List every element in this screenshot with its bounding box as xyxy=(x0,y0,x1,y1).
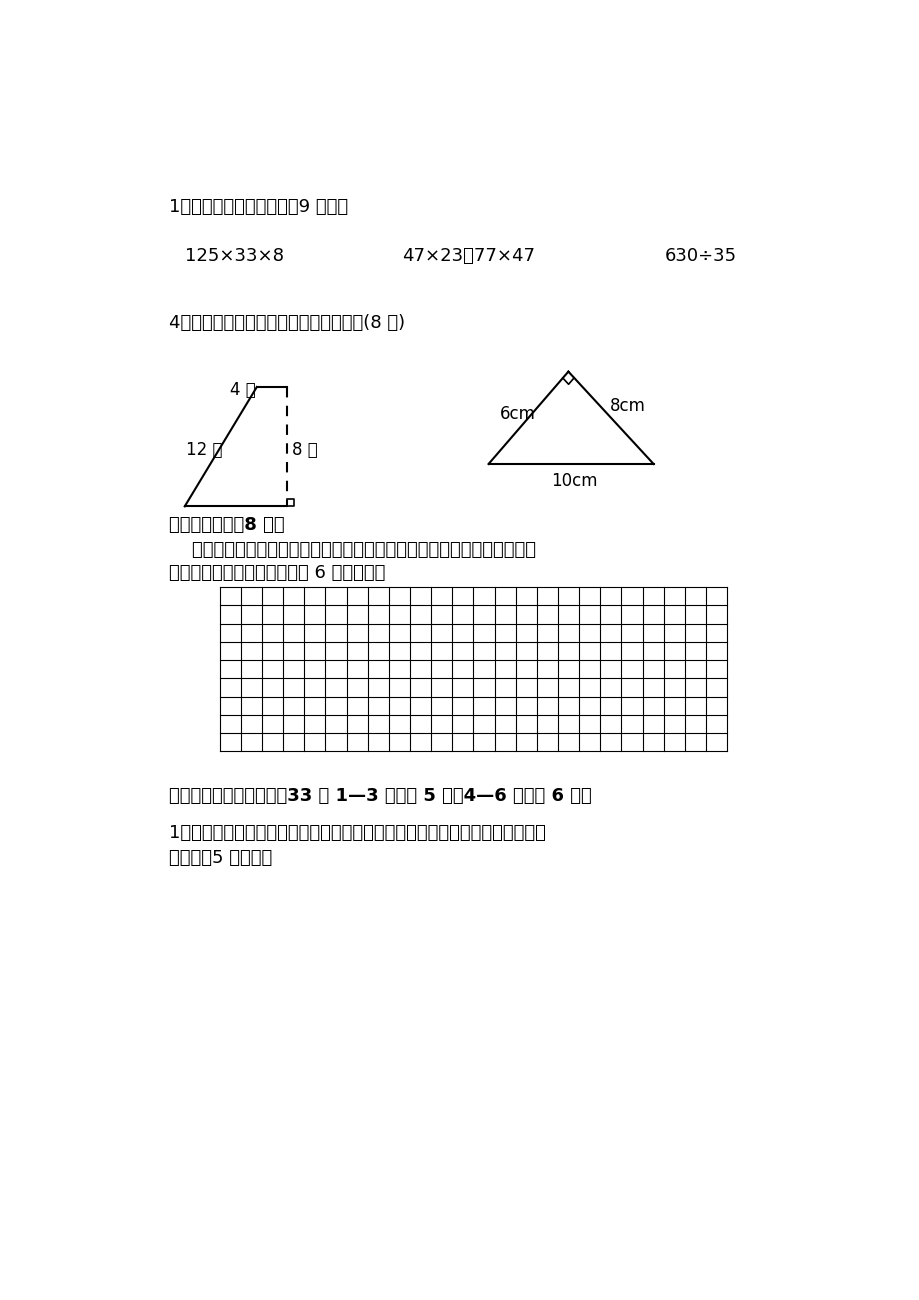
Text: 在下面格子图中，分别画一个长方形、一个平行四边形、一个三角形、一: 在下面格子图中，分别画一个长方形、一个平行四边形、一个三角形、一 xyxy=(169,541,536,559)
Text: 六、解决实际问题。（全33 分 1—3 题每题 5 分，4—6 题每题 6 分）: 六、解决实际问题。（全33 分 1—3 题每题 5 分，4—6 题每题 6 分） xyxy=(169,788,591,806)
Text: 10cm: 10cm xyxy=(550,472,597,490)
Text: 1、怎样算简便就怎样算（9 分）。: 1、怎样算简便就怎样算（9 分）。 xyxy=(169,199,348,216)
Text: 12 米: 12 米 xyxy=(186,441,221,459)
Text: 4．选择合适的数据计算出下图的面积。(8 分): 4．选择合适的数据计算出下图的面积。(8 分) xyxy=(169,313,405,332)
Text: 125×33×8: 125×33×8 xyxy=(185,247,283,265)
Text: 五、操作题。（8 分）: 五、操作题。（8 分） xyxy=(169,516,285,534)
Text: 8cm: 8cm xyxy=(608,396,644,415)
Text: 630÷35: 630÷35 xyxy=(664,247,736,265)
Text: 6cm: 6cm xyxy=(500,404,536,422)
Text: 47×23＋77×47: 47×23＋77×47 xyxy=(402,247,534,265)
Text: 1、下面是某校教学大楼的平面图，以层数为行，每层的教室为列，每一层为一: 1、下面是某校教学大楼的平面图，以层数为行，每层的教室为列，每一层为一 xyxy=(169,824,546,842)
Text: 个年级的5 个班级。: 个年级的5 个班级。 xyxy=(169,849,272,867)
Text: 8 米: 8 米 xyxy=(291,441,317,459)
Text: 个梯形，使它们的面积都等于 6 平方厉米。: 个梯形，使它们的面积都等于 6 平方厉米。 xyxy=(169,564,385,582)
Text: 4 米: 4 米 xyxy=(230,381,255,399)
